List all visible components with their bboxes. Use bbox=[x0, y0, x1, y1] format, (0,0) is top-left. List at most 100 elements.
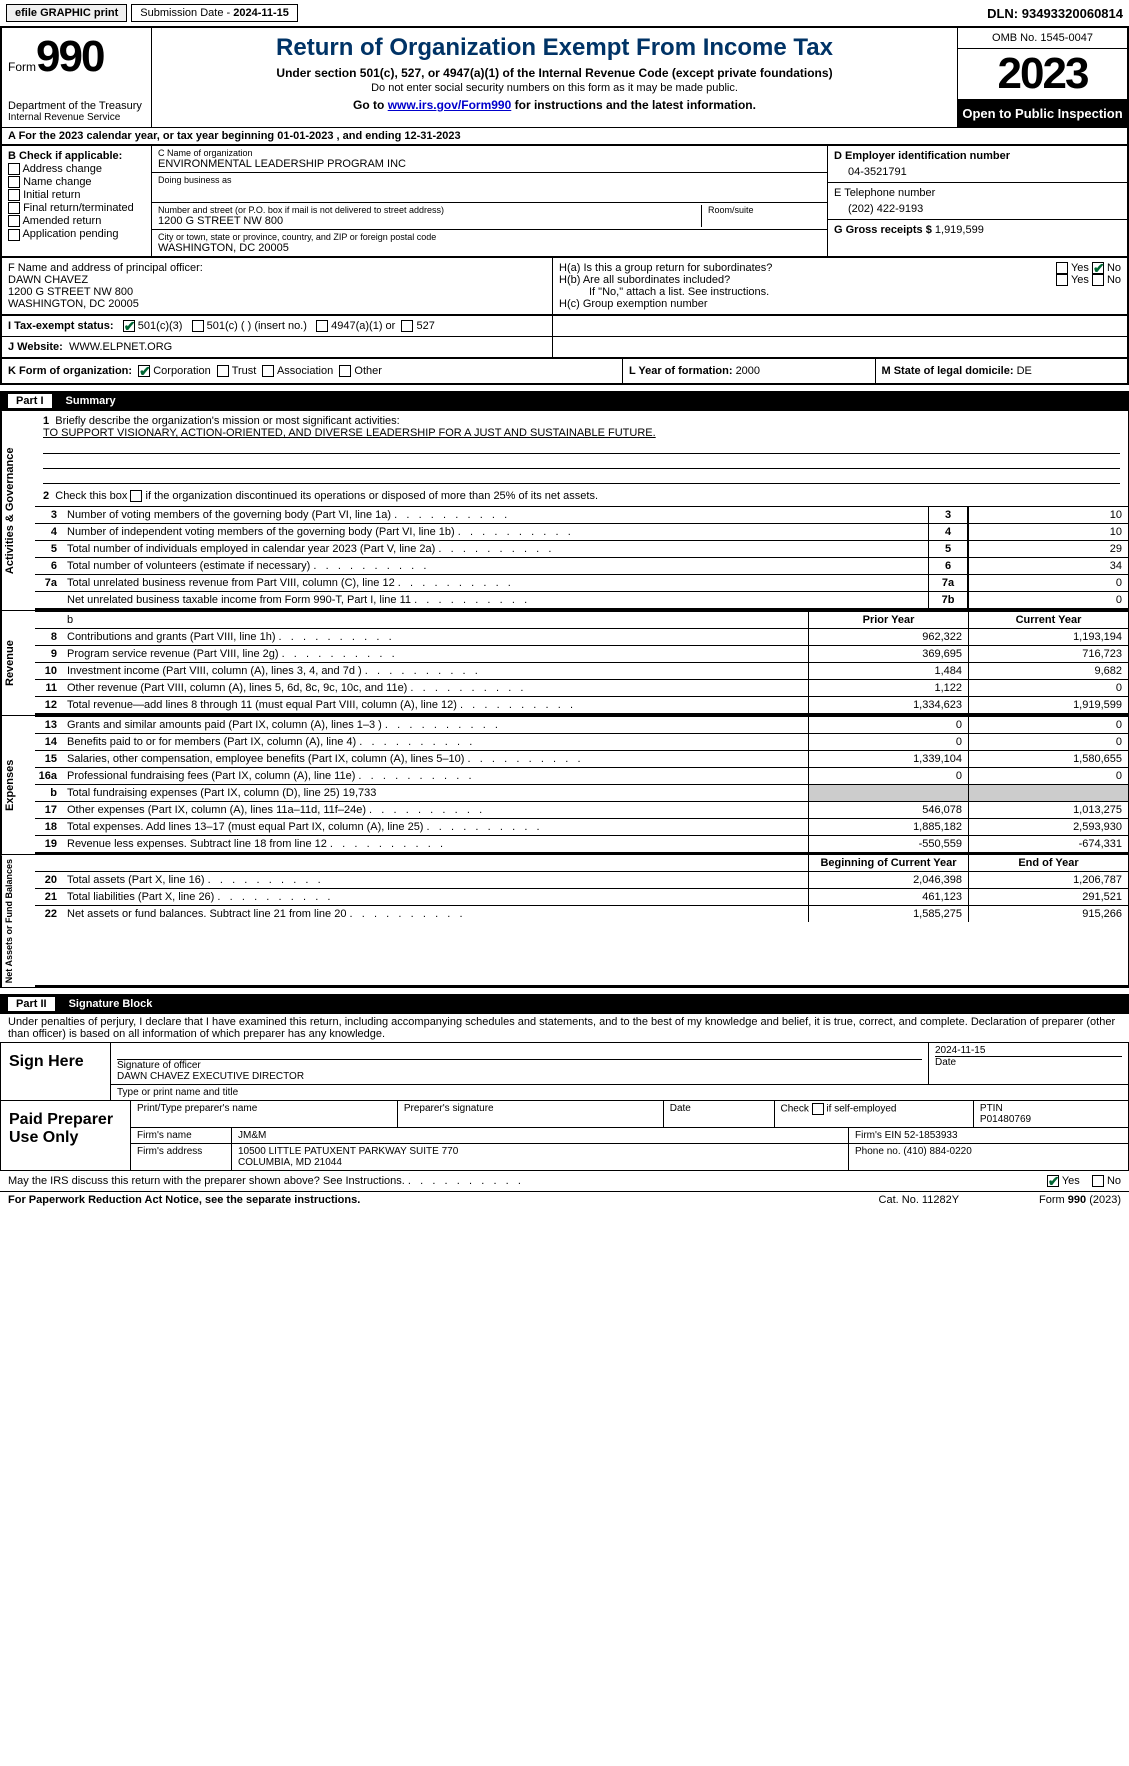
part-2-num: Part II bbox=[8, 997, 55, 1011]
summary-net-assets: Net Assets or Fund Balances Beginning of… bbox=[0, 855, 1129, 988]
i-527[interactable] bbox=[401, 320, 413, 332]
end-year-header: End of Year bbox=[968, 855, 1128, 871]
table-row: 21Total liabilities (Part X, line 26)461… bbox=[35, 888, 1128, 905]
i-501c[interactable] bbox=[192, 320, 204, 332]
k-trust[interactable] bbox=[217, 365, 229, 377]
org-name: ENVIRONMENTAL LEADERSHIP PROGRAM INC bbox=[158, 158, 821, 170]
k-corp[interactable] bbox=[138, 365, 150, 377]
row-klm: K Form of organization: Corporation Trus… bbox=[0, 357, 1129, 385]
prep-selfemp: Check if self-employed bbox=[774, 1101, 973, 1127]
table-row: 15Salaries, other compensation, employee… bbox=[35, 750, 1128, 767]
form-number: 990 bbox=[36, 32, 103, 81]
table-row: 22Net assets or fund balances. Subtract … bbox=[35, 905, 1128, 922]
mission-text: TO SUPPORT VISIONARY, ACTION-ORIENTED, A… bbox=[43, 427, 1120, 439]
address-value: 1200 G STREET NW 800 bbox=[158, 215, 701, 227]
q2-label: Check this box if the organization disco… bbox=[55, 490, 598, 502]
mission-line-3 bbox=[43, 455, 1120, 469]
type-name-label: Type or print name and title bbox=[111, 1085, 1128, 1100]
part-1-title: Summary bbox=[66, 395, 116, 407]
ha-no[interactable] bbox=[1092, 262, 1104, 274]
table-row: 11Other revenue (Part VIII, column (A), … bbox=[35, 679, 1128, 696]
hb-no[interactable] bbox=[1092, 274, 1104, 286]
i-label: I Tax-exempt status: bbox=[8, 320, 114, 332]
officer-addr2: WASHINGTON, DC 20005 bbox=[8, 298, 546, 310]
gov-row: 6Total number of volunteers (estimate if… bbox=[35, 557, 1128, 574]
begin-year-header: Beginning of Current Year bbox=[808, 855, 968, 871]
firm-ein: Firm's EIN 52-1853933 bbox=[848, 1128, 1128, 1143]
checkbox-name-change[interactable]: Name change bbox=[8, 176, 145, 188]
box-deg: D Employer identification number04-35217… bbox=[827, 146, 1127, 256]
form-header: Form990 Department of the Treasury Inter… bbox=[0, 26, 1129, 127]
part-2-header: Part II Signature Block bbox=[0, 994, 1129, 1014]
firm-phone: Phone no. (410) 884-0220 bbox=[848, 1144, 1128, 1170]
q2-checkbox[interactable] bbox=[130, 490, 142, 502]
ha-yes[interactable] bbox=[1056, 262, 1068, 274]
efile-print-button[interactable]: efile GRAPHIC print bbox=[6, 4, 127, 22]
i-501c3[interactable] bbox=[123, 320, 135, 332]
i-4947[interactable] bbox=[316, 320, 328, 332]
checkbox-initial-return[interactable]: Initial return bbox=[8, 189, 145, 201]
table-row: 16aProfessional fundraising fees (Part I… bbox=[35, 767, 1128, 784]
summary-governance: Activities & Governance 1 Briefly descri… bbox=[0, 411, 1129, 611]
prep-name-hdr: Print/Type preparer's name bbox=[131, 1101, 397, 1127]
summary-expenses: Expenses 13Grants and similar amounts pa… bbox=[0, 716, 1129, 855]
dept-treasury: Department of the Treasury bbox=[8, 100, 145, 112]
header-grid-bc: B Check if applicable: Address change Na… bbox=[0, 144, 1129, 256]
firm-name-lbl: Firm's name bbox=[131, 1128, 231, 1143]
table-row: 10Investment income (Part VIII, column (… bbox=[35, 662, 1128, 679]
page-footer: For Paperwork Reduction Act Notice, see … bbox=[0, 1192, 1129, 1208]
checkbox-amended-return[interactable]: Amended return bbox=[8, 215, 145, 227]
org-name-label: C Name of organization bbox=[158, 148, 821, 158]
discuss-yes[interactable] bbox=[1047, 1175, 1059, 1187]
table-row: bTotal fundraising expenses (Part IX, co… bbox=[35, 784, 1128, 801]
row-ij: I Tax-exempt status: 501(c)(3) 501(c) ( … bbox=[0, 314, 1129, 357]
checkbox-application-pending[interactable]: Application pending bbox=[8, 228, 145, 240]
irs-link[interactable]: www.irs.gov/Form990 bbox=[388, 98, 512, 112]
gross-receipts-label: G Gross receipts $ bbox=[834, 224, 935, 236]
top-toolbar: efile GRAPHIC print Submission Date - 20… bbox=[0, 0, 1129, 26]
h-b-note: If "No," attach a list. See instructions… bbox=[559, 286, 1121, 298]
box-f: F Name and address of principal officer:… bbox=[2, 258, 552, 314]
sign-here-label: Sign Here bbox=[1, 1043, 111, 1100]
prep-date-hdr: Date bbox=[663, 1101, 774, 1127]
line-a-tax-year: A For the 2023 calendar year, or tax yea… bbox=[0, 127, 1129, 144]
box-b-header: B Check if applicable: bbox=[8, 150, 145, 162]
revenue-label: Revenue bbox=[1, 611, 35, 715]
address-label: Number and street (or P.O. box if mail i… bbox=[158, 205, 701, 215]
officer-addr1: 1200 G STREET NW 800 bbox=[8, 286, 546, 298]
firm-addr-lbl: Firm's address bbox=[131, 1144, 231, 1170]
k-label: K Form of organization: bbox=[8, 365, 132, 377]
phone-label: E Telephone number bbox=[834, 187, 1121, 199]
officer-sig-name: DAWN CHAVEZ EXECUTIVE DIRECTOR bbox=[117, 1071, 304, 1082]
checkbox-final-return[interactable]: Final return/terminated bbox=[8, 202, 145, 214]
table-row: 12Total revenue—add lines 8 through 11 (… bbox=[35, 696, 1128, 713]
ein-value: 04-3521791 bbox=[834, 162, 1121, 178]
box-b: B Check if applicable: Address change Na… bbox=[2, 146, 152, 256]
k-assoc[interactable] bbox=[262, 365, 274, 377]
website-value: WWW.ELPNET.ORG bbox=[69, 341, 172, 353]
form-990-page: efile GRAPHIC print Submission Date - 20… bbox=[0, 0, 1129, 1208]
mission-line-2 bbox=[43, 440, 1120, 454]
checkbox-address-change[interactable]: Address change bbox=[8, 163, 145, 175]
discuss-no[interactable] bbox=[1092, 1175, 1104, 1187]
omb-number: OMB No. 1545-0047 bbox=[958, 28, 1127, 49]
ein-label: D Employer identification number bbox=[834, 150, 1121, 162]
prep-sig-hdr: Preparer's signature bbox=[397, 1101, 663, 1127]
governance-label: Activities & Governance bbox=[1, 411, 35, 610]
gov-row: 5Total number of individuals employed in… bbox=[35, 540, 1128, 557]
room-label: Room/suite bbox=[708, 205, 821, 215]
table-row: 17Other expenses (Part IX, column (A), l… bbox=[35, 801, 1128, 818]
discuss-question: May the IRS discuss this return with the… bbox=[8, 1175, 1047, 1187]
form-subtitle-2: Do not enter social security numbers on … bbox=[162, 82, 947, 94]
table-row: 19Revenue less expenses. Subtract line 1… bbox=[35, 835, 1128, 852]
dba-label: Doing business as bbox=[158, 175, 821, 185]
k-other[interactable] bbox=[339, 365, 351, 377]
mission-line-4 bbox=[43, 470, 1120, 484]
table-row: 9Program service revenue (Part VIII, lin… bbox=[35, 645, 1128, 662]
table-row: 8Contributions and grants (Part VIII, li… bbox=[35, 628, 1128, 645]
hb-yes[interactable] bbox=[1056, 274, 1068, 286]
city-value: WASHINGTON, DC 20005 bbox=[158, 242, 821, 254]
form-subtitle-1: Under section 501(c), 527, or 4947(a)(1)… bbox=[162, 66, 947, 80]
h-a-label: H(a) Is this a group return for subordin… bbox=[559, 262, 1056, 274]
self-employed-checkbox[interactable] bbox=[812, 1103, 824, 1115]
